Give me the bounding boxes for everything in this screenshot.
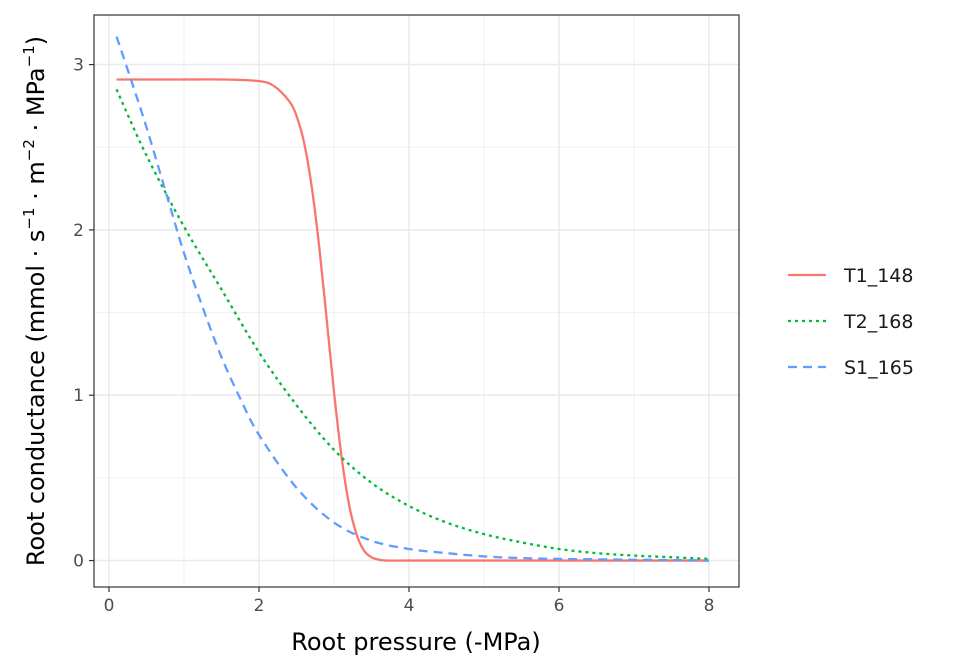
y-axis-unit-mpa-exp: −1: [20, 45, 38, 67]
series-lines: [115, 36, 710, 562]
legend-label-t1_148: T1_148: [843, 265, 913, 287]
y-axis-unit-s-exp: −1: [20, 207, 38, 229]
y-tick-label: 0: [73, 552, 84, 572]
grid-lines: [94, 15, 739, 587]
series-line-t1_148: [116, 78, 709, 562]
series-line-t2_168: [115, 88, 710, 561]
plot-panel: [94, 15, 739, 587]
legend: T1_148 T2_168 S1_165: [788, 265, 914, 379]
legend-label-s1_165: S1_165: [844, 357, 914, 379]
legend-label-t2_168: T2_168: [843, 311, 913, 333]
y-axis-title: Root conductance (mmol · s−1 · m−2 · MPa…: [20, 36, 50, 566]
y-axis-title-space: [22, 342, 50, 350]
x-tick-label: 2: [254, 596, 265, 616]
y-axis-unit-mpa: MPa: [22, 67, 50, 116]
y-axis-unit-open: (mmol: [22, 265, 50, 342]
x-tick-label: 4: [404, 596, 415, 616]
y-axis-ticks: 0 1 2 3: [73, 56, 94, 572]
y-tick-label: 1: [73, 386, 84, 406]
x-axis-title: Root pressure (-MPa): [291, 628, 541, 656]
x-axis-ticks: 0 2 4 6 8: [104, 587, 715, 616]
y-axis-unit-dot-1: ·: [22, 242, 50, 265]
y-axis-unit-dot-2: ·: [22, 185, 50, 208]
y-axis-unit-m-exp: −2: [20, 139, 38, 161]
y-tick-label: 2: [73, 221, 84, 241]
series-line-s1_165: [115, 36, 710, 562]
plot-border: [93, 14, 740, 588]
y-tick-label: 3: [73, 56, 84, 76]
y-axis-unit-dot-3: ·: [22, 116, 50, 139]
x-tick-label: 0: [104, 596, 115, 616]
y-axis-unit-s: s: [22, 230, 50, 243]
x-tick-label: 8: [704, 596, 715, 616]
y-axis-title-main: Root conductance: [22, 350, 50, 566]
y-axis-unit-m: m: [22, 161, 50, 184]
y-axis-unit-close: ): [22, 36, 50, 45]
x-tick-label: 6: [554, 596, 565, 616]
